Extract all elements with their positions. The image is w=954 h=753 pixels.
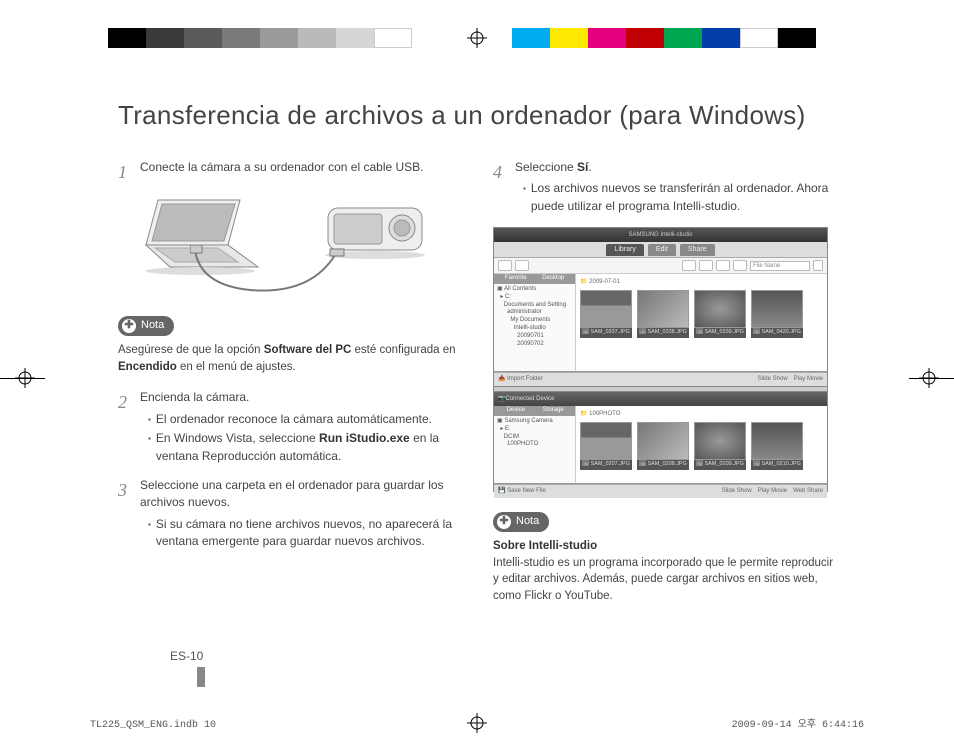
nota-badge: ✚ Nota bbox=[493, 512, 549, 532]
left-column: 1 Conecte la cámara a su ordenador con e… bbox=[118, 159, 463, 619]
intelli-studio-screenshot: SAMSUNG Intelli-studio Library Edit Shar… bbox=[493, 227, 828, 492]
tab-share: Share bbox=[680, 244, 715, 256]
nota-label: Nota bbox=[141, 318, 164, 334]
step-text: Seleccione Sí. bbox=[515, 159, 838, 176]
dropdown-icon bbox=[813, 260, 823, 271]
step-number: 3 bbox=[118, 477, 140, 553]
page-number: ES-10 bbox=[170, 649, 203, 663]
top-panel: FavoriteDesktop ▣ All Contents ▸ C: Docu… bbox=[494, 274, 827, 372]
bullet-item: Los archivos nuevos se transferirán al o… bbox=[523, 180, 838, 215]
nav-back-icon bbox=[498, 260, 512, 271]
nav-bar: File Name bbox=[494, 258, 827, 274]
device-panel-footer: 💾 Save New File Slide Show Play Movie We… bbox=[494, 484, 827, 498]
tab-edit: Edit bbox=[648, 244, 676, 256]
page-content: Transferencia de archivos a un ordenador… bbox=[118, 100, 838, 619]
app-toolbar: Library Edit Share bbox=[494, 242, 827, 258]
bullet-item: El ordenador reconoce la cámara automáti… bbox=[148, 411, 463, 428]
registration-mark-bottom bbox=[467, 713, 487, 733]
nota-badge: ✚ Nota bbox=[118, 316, 174, 336]
usb-connection-illustration bbox=[140, 195, 440, 300]
tab-library: Library bbox=[606, 244, 643, 256]
crop-mark bbox=[909, 378, 954, 379]
page-number-bar bbox=[197, 667, 205, 687]
device-tree: DeviceStorage ▣ Samsung Camera ▸ E: DCIM… bbox=[494, 406, 576, 483]
registration-mark-top bbox=[467, 28, 487, 48]
plus-icon: ✚ bbox=[122, 319, 136, 333]
crop-mark bbox=[0, 378, 45, 379]
view-icon bbox=[716, 260, 730, 271]
view-icon bbox=[733, 260, 747, 271]
footer-timestamp: 2009-09-14 오후 6:44:16 bbox=[732, 715, 864, 731]
step-text: Seleccione una carpeta en el ordenador p… bbox=[140, 477, 463, 512]
thumbnail-grid: 📁 2009-07-01 🖼 SAM_0337.JPG🖼 SAM_0338.JP… bbox=[576, 274, 827, 371]
bottom-panel: DeviceStorage ▣ Samsung Camera ▸ E: DCIM… bbox=[494, 406, 827, 484]
view-icon bbox=[699, 260, 713, 271]
plus-icon: ✚ bbox=[497, 515, 511, 529]
step-1: 1 Conecte la cámara a su ordenador con e… bbox=[118, 159, 463, 185]
device-bar: 📷 Connected Device bbox=[494, 392, 827, 406]
right-column: 4 Seleccione Sí. Los archivos nuevos se … bbox=[493, 159, 838, 619]
step-text: Encienda la cámara. bbox=[140, 389, 463, 406]
step-number: 1 bbox=[118, 159, 140, 185]
filename-field: File Name bbox=[750, 261, 810, 271]
nota-2-text: Sobre Intelli-studio Intelli-studio es u… bbox=[493, 538, 838, 605]
footer-filename: TL225_QSM_ENG.indb 10 bbox=[90, 720, 216, 731]
step-number: 4 bbox=[493, 159, 515, 217]
step-number: 2 bbox=[118, 389, 140, 467]
step-3: 3 Seleccione una carpeta en el ordenador… bbox=[118, 477, 463, 553]
bullet-item: Si su cámara no tiene archivos nuevos, n… bbox=[148, 516, 463, 551]
page-title: Transferencia de archivos a un ordenador… bbox=[118, 100, 838, 131]
nota-1-text: Asegúrese de que la opción Software del … bbox=[118, 342, 463, 375]
usb-cable-icon bbox=[190, 245, 350, 300]
device-thumbnail-grid: 📁 100PHOTO 🖼 SAM_0207.JPG🖼 SAM_0208.JPG🖼… bbox=[576, 406, 827, 483]
nav-fwd-icon bbox=[515, 260, 529, 271]
panel-footer: 📥 Import Folder Slide Show Play Movie bbox=[494, 372, 827, 386]
app-titlebar: SAMSUNG Intelli-studio bbox=[494, 228, 827, 242]
step-4: 4 Seleccione Sí. Los archivos nuevos se … bbox=[493, 159, 838, 217]
nota-label: Nota bbox=[516, 514, 539, 530]
step-text: Conecte la cámara a su ordenador con el … bbox=[140, 159, 463, 176]
view-icon bbox=[682, 260, 696, 271]
step-2: 2 Encienda la cámara. El ordenador recon… bbox=[118, 389, 463, 467]
bullet-item: En Windows Vista, seleccione Run iStudio… bbox=[148, 430, 463, 465]
folder-tree: FavoriteDesktop ▣ All Contents ▸ C: Docu… bbox=[494, 274, 576, 371]
